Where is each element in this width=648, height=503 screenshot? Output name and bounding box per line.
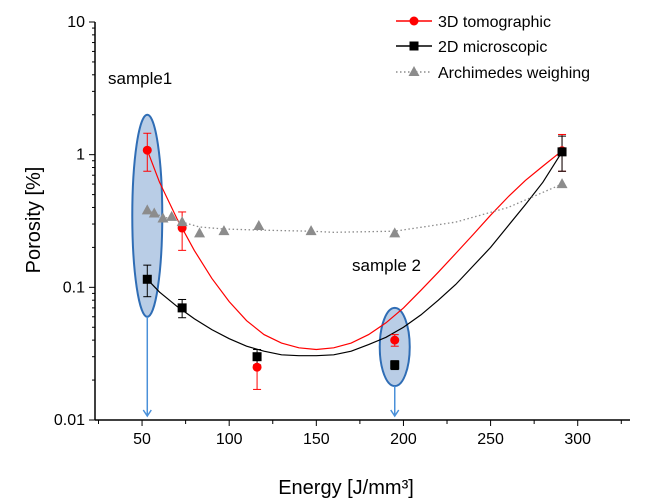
data-point-s2-4 [390,360,400,370]
data-point-s3-5 [176,216,188,227]
data-point-s1-3 [252,362,262,372]
data-point-s3-11 [556,178,568,189]
fit-curves-layer [146,149,563,357]
legend: 3D tomographic 2D microscopic Archimedes… [396,14,590,82]
y-axis-title: Porosity [%] [23,167,45,274]
fit-curve-series-1 [146,149,563,351]
fit-curve-series-3 [147,183,563,233]
fit-curve-series-2 [146,151,563,357]
legend-label-archimedes: Archimedes weighing [438,65,590,82]
x-axis-title: Energy [J/mm³] [278,477,414,499]
tick-labels-layer: 50 100 150 200 250 300 0.01 0.1 1 10 [54,14,591,448]
legend-marker-3d-tomographic [409,16,419,26]
arrow-head-1 [142,409,152,418]
y-tick-label: 10 [67,14,85,31]
data-point-s3-2 [148,207,160,218]
x-tick-label: 50 [133,431,151,448]
highlight-ellipse-2 [378,306,411,388]
data-point-s2-2 [177,303,187,313]
x-tick-label: 250 [477,431,504,448]
data-point-s3-8 [253,219,265,230]
data-point-s2-3 [252,352,262,362]
arrow-head-2 [390,409,400,418]
data-point-s3-1 [141,204,153,215]
y-tick-label: 0.01 [54,412,85,429]
data-point-s2-1 [142,274,152,284]
annotation-sample1: sample1 [108,69,172,88]
axes-layer [89,21,630,426]
data-point-s3-3 [157,212,169,223]
arrows-layer [142,316,400,418]
y-tick-label: 0.1 [63,279,85,296]
data-points-layer [141,145,568,372]
y-tick-label: 1 [76,147,85,164]
annotation-sample2: sample 2 [352,256,421,275]
x-tick-label: 150 [303,431,330,448]
data-point-s3-7 [218,225,230,236]
legend-label-3d-tomographic: 3D tomographic [438,14,551,31]
x-tick-label: 200 [390,431,417,448]
data-point-s3-9 [305,225,317,236]
data-point-s1-4 [390,335,400,345]
data-point-s1-1 [142,145,152,155]
legend-marker-archimedes [408,66,420,76]
data-point-s2-5 [557,147,567,157]
legend-marker-2d-microscopic [409,41,419,51]
data-point-s3-10 [389,227,401,238]
data-point-s3-4 [166,210,178,221]
legend-label-2d-microscopic: 2D microscopic [438,39,547,56]
x-tick-label: 100 [216,431,243,448]
x-tick-label: 300 [564,431,591,448]
data-point-s3-6 [194,227,206,238]
